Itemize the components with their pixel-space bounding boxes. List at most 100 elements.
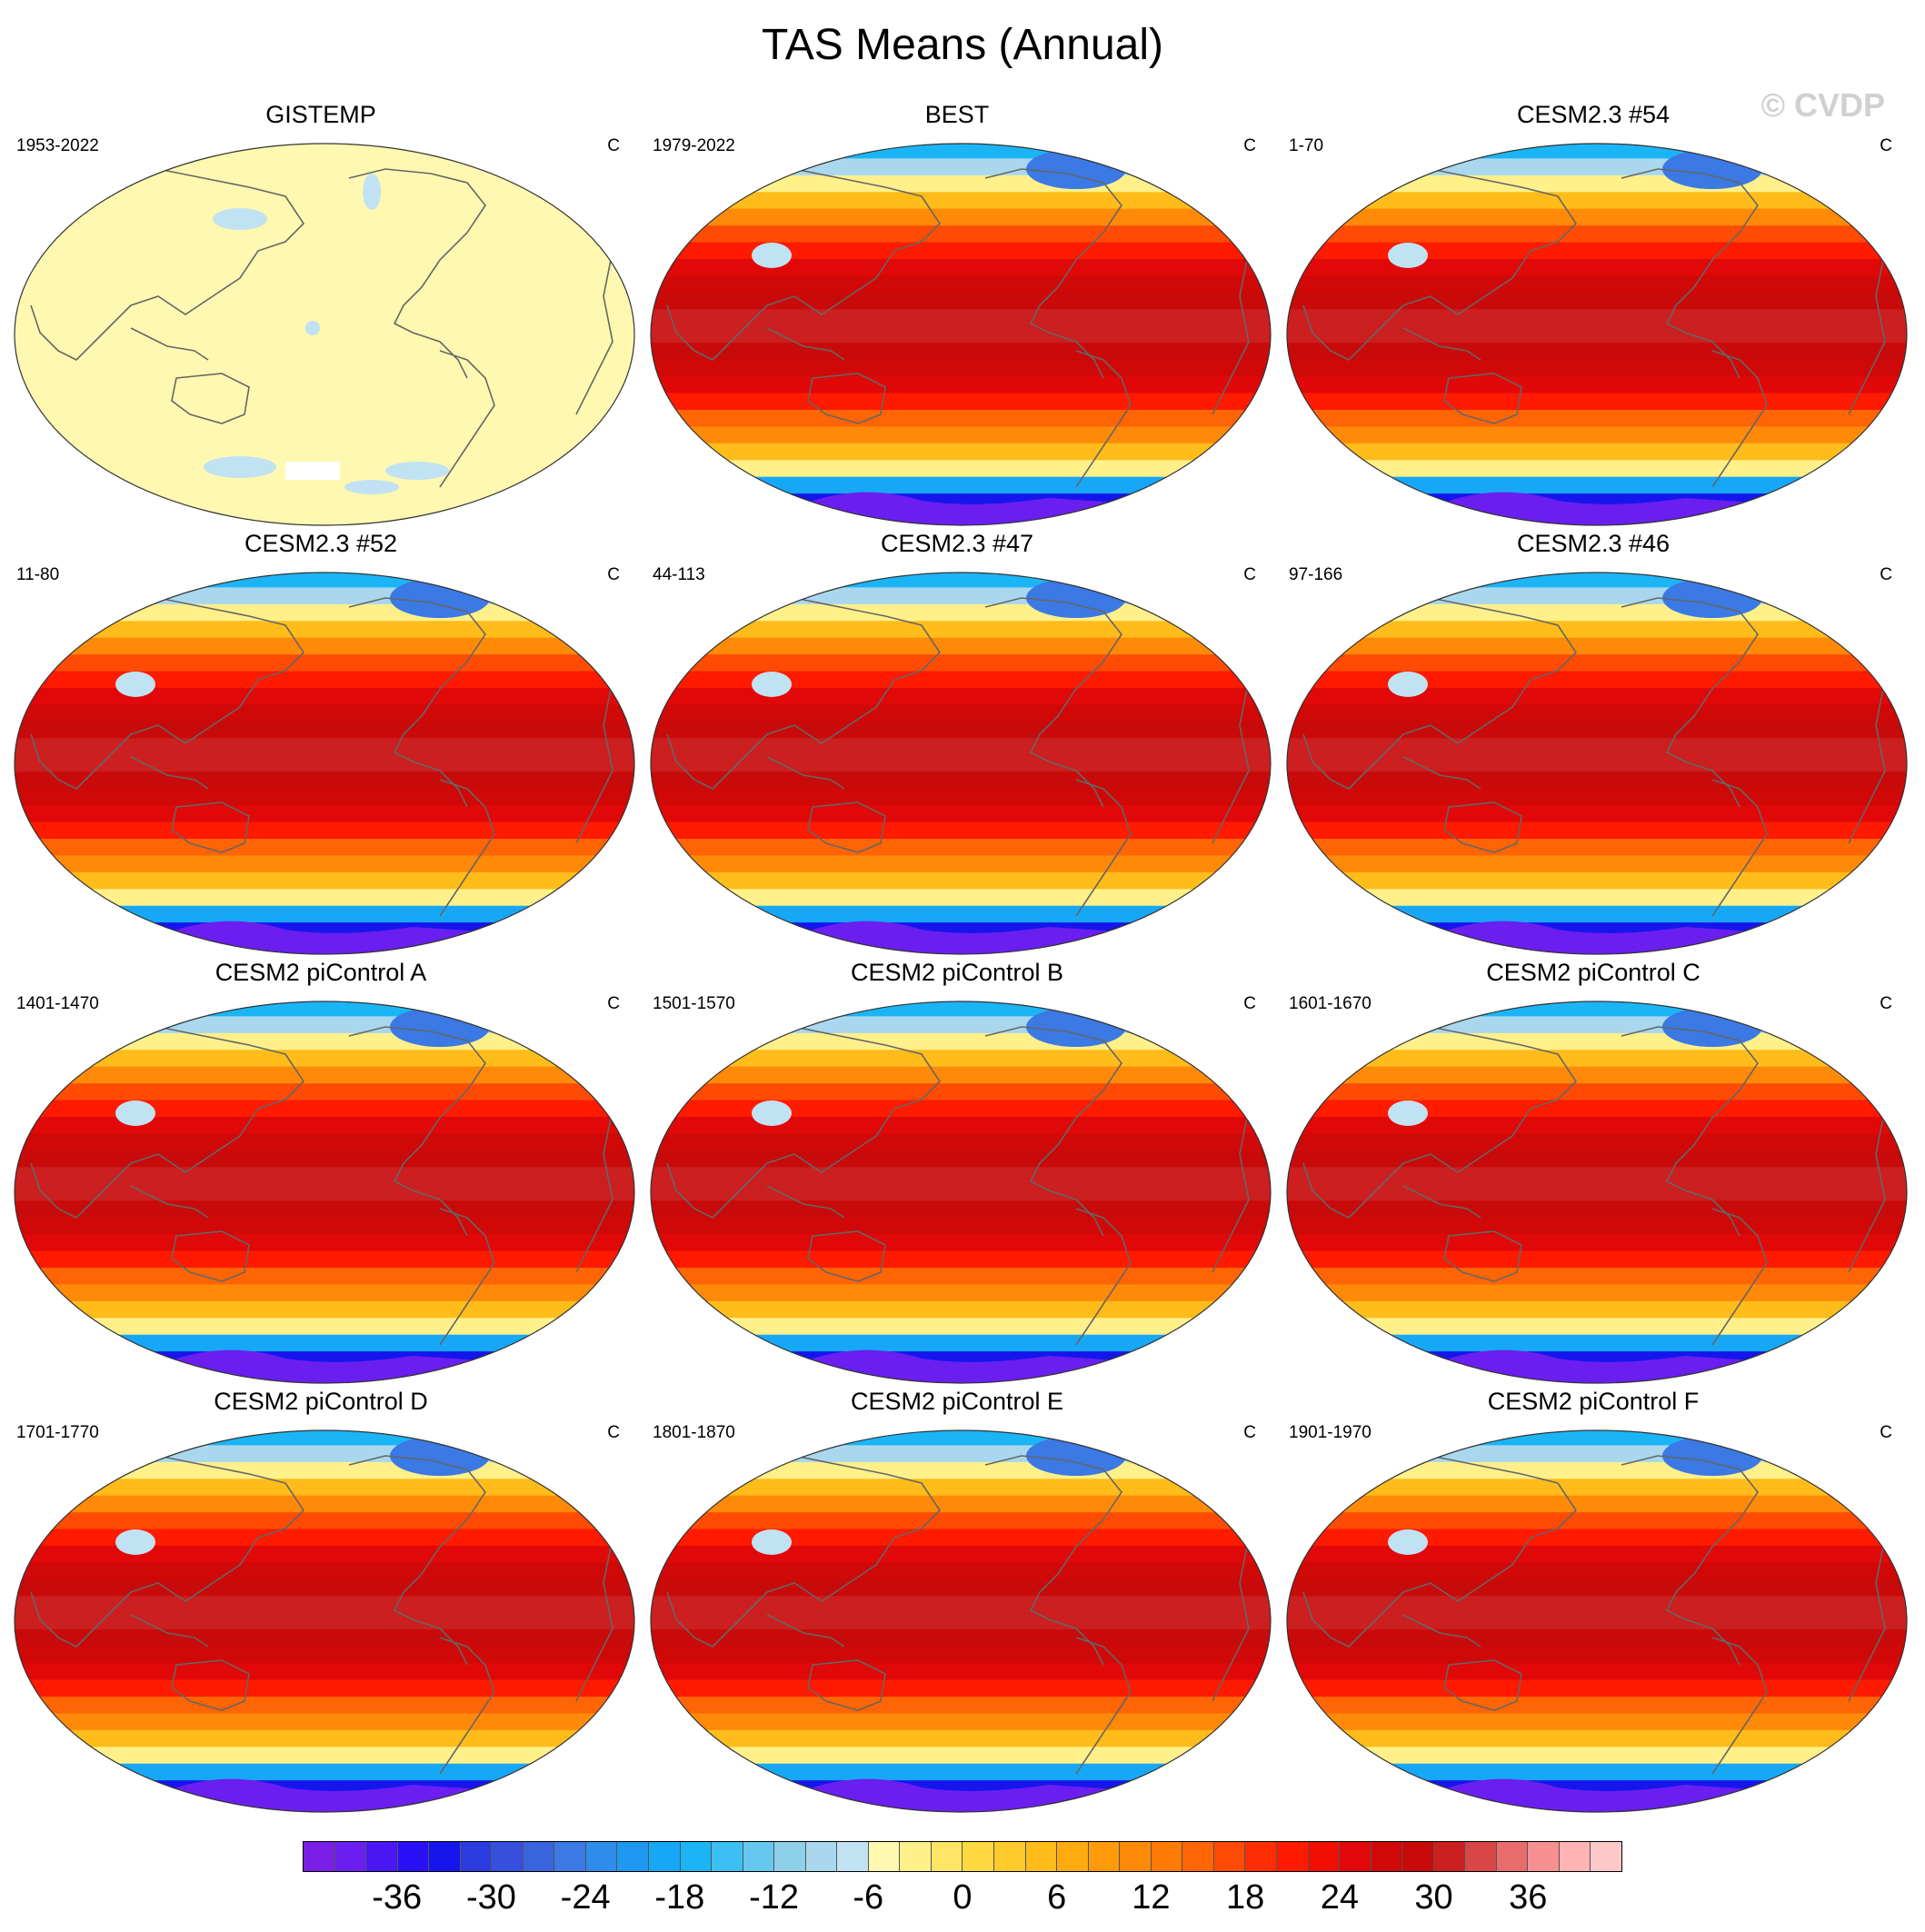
panel-title: CESM2.3 #47 bbox=[880, 530, 1034, 557]
coastline bbox=[984, 597, 1122, 808]
coastline bbox=[1075, 779, 1132, 917]
field-band bbox=[651, 476, 1271, 495]
field-band bbox=[15, 1546, 634, 1564]
field-band bbox=[1287, 393, 1907, 411]
field-band bbox=[1287, 1183, 1907, 1202]
field-band bbox=[1287, 1234, 1907, 1252]
panel-title: CESM2.3 #54 bbox=[1516, 101, 1671, 128]
colorbar-tick-label: -24 bbox=[560, 1878, 611, 1917]
panel-period: 97-166 bbox=[1289, 565, 1343, 584]
cold-region bbox=[1388, 1100, 1428, 1126]
panel-units: C bbox=[1880, 565, 1892, 584]
colorbar-segment bbox=[492, 1842, 524, 1871]
panel-period: 44-113 bbox=[653, 565, 705, 584]
field-band bbox=[1287, 905, 1907, 924]
panel-title: CESM2.3 #52 bbox=[244, 530, 398, 557]
field-band bbox=[1287, 754, 1907, 773]
colorbar-segment bbox=[1276, 1842, 1309, 1871]
field-band bbox=[651, 376, 1271, 394]
colorbar-segment bbox=[774, 1842, 806, 1871]
field-band bbox=[651, 889, 1271, 907]
field-band bbox=[15, 1268, 634, 1286]
field-band bbox=[1287, 1596, 1907, 1614]
field-band bbox=[651, 1512, 1271, 1530]
panel-title: CESM2 piControl A bbox=[214, 959, 427, 986]
coastline bbox=[1075, 1208, 1132, 1346]
field-band bbox=[1287, 309, 1907, 327]
field-band bbox=[651, 1250, 1271, 1269]
coastline bbox=[1443, 1659, 1522, 1711]
cold-region bbox=[1662, 149, 1762, 189]
map-panel: GISTEMP 1953-2022 C bbox=[0, 100, 642, 529]
colorbar-segment bbox=[1308, 1842, 1341, 1871]
field-band bbox=[651, 1268, 1271, 1286]
field-band bbox=[651, 1663, 1271, 1681]
map-panel: CESM2 piControl B 1501-1570 C bbox=[636, 958, 1278, 1387]
colorbar-tick-label: -6 bbox=[853, 1878, 884, 1917]
field-band bbox=[651, 1050, 1271, 1068]
field-band bbox=[1287, 805, 1907, 823]
field-band bbox=[1287, 242, 1907, 260]
field-band bbox=[15, 1629, 634, 1648]
field-band bbox=[651, 192, 1271, 210]
map-panel: CESM2.3 #47 44-113 C bbox=[636, 529, 1278, 958]
colorbar-segment bbox=[1088, 1842, 1121, 1871]
field-band bbox=[1287, 1697, 1907, 1715]
colorbar-segment bbox=[1433, 1842, 1466, 1871]
panel-units: C bbox=[607, 565, 620, 584]
field-band bbox=[15, 1334, 634, 1353]
panel-period: 1979-2022 bbox=[653, 136, 735, 155]
map-plot bbox=[1286, 1429, 1908, 1813]
colorbar-segment bbox=[931, 1842, 963, 1871]
map-panel: CESM2 piControl E 1801-1870 C bbox=[636, 1387, 1278, 1816]
field-band bbox=[1287, 1612, 1907, 1631]
field-band bbox=[651, 573, 1271, 589]
panel-period: 1-70 bbox=[1289, 136, 1324, 155]
coastline bbox=[348, 168, 486, 379]
field-band bbox=[1287, 174, 1907, 194]
field-band bbox=[1287, 410, 1907, 428]
map-field bbox=[1287, 144, 1907, 525]
field-band bbox=[15, 1430, 634, 1447]
cold-region bbox=[1662, 578, 1762, 618]
panel-title: BEST bbox=[924, 101, 990, 128]
coastline bbox=[1402, 1614, 1481, 1648]
field-band bbox=[1287, 1562, 1907, 1580]
field-band bbox=[15, 1318, 634, 1336]
field-band bbox=[1287, 1066, 1907, 1085]
watermark: © CVDP bbox=[1760, 86, 1885, 124]
field-band bbox=[651, 1479, 1271, 1497]
coastline bbox=[348, 1455, 486, 1666]
field-band bbox=[1287, 376, 1907, 394]
field-band bbox=[1287, 1133, 1907, 1151]
field-band bbox=[651, 1217, 1271, 1236]
colorbar-segment bbox=[868, 1842, 901, 1871]
field-band bbox=[15, 1250, 634, 1269]
panel-units: C bbox=[1880, 994, 1892, 1013]
field-band bbox=[651, 242, 1271, 260]
field-band bbox=[651, 325, 1271, 344]
field-band bbox=[1287, 1646, 1907, 1665]
coastline bbox=[439, 350, 495, 488]
cold-region bbox=[752, 1529, 792, 1555]
coastline bbox=[1075, 350, 1132, 488]
coastline bbox=[1711, 1637, 1768, 1775]
field-band bbox=[1287, 1016, 1907, 1034]
field-patch bbox=[363, 174, 381, 210]
map-field bbox=[1287, 1001, 1907, 1383]
coastline bbox=[1621, 168, 1759, 379]
panel-title: CESM2 piControl B bbox=[850, 959, 1064, 986]
field-band bbox=[1287, 671, 1907, 689]
field-band bbox=[1287, 426, 1907, 444]
field-band bbox=[1287, 587, 1907, 605]
field-band bbox=[651, 426, 1271, 444]
colorbar-segment bbox=[366, 1842, 398, 1871]
coastline bbox=[30, 1446, 305, 1648]
field-band bbox=[651, 1679, 1271, 1698]
cold-region bbox=[390, 1007, 490, 1047]
field-band bbox=[15, 1495, 634, 1514]
coastline bbox=[1402, 327, 1481, 361]
field-band bbox=[15, 671, 634, 689]
field-band bbox=[1287, 1479, 1907, 1497]
field-band bbox=[651, 359, 1271, 378]
